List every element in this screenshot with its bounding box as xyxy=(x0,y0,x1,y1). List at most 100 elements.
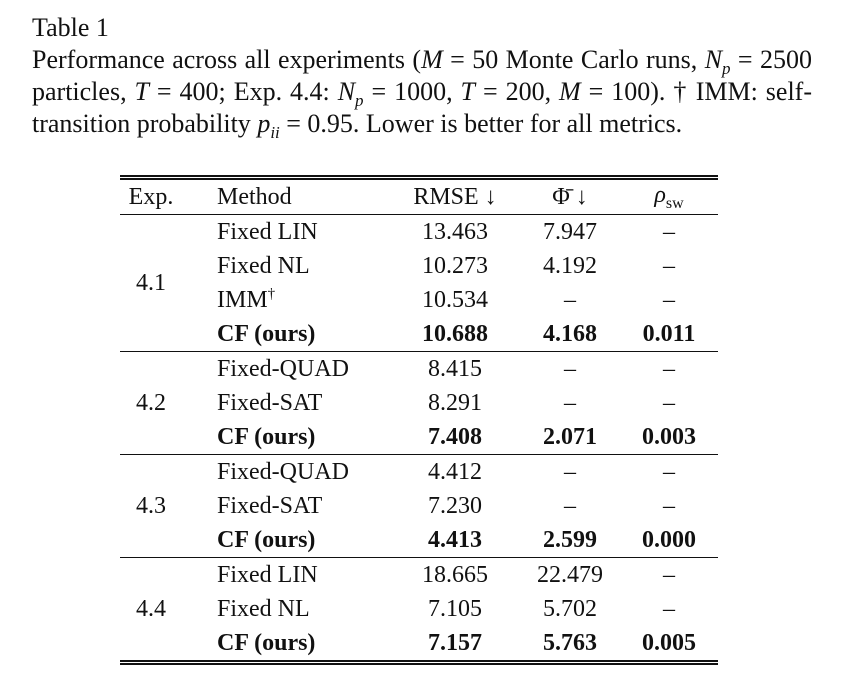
experiment-cell: 4.1 xyxy=(136,269,166,296)
table-row: 4.4 Fixed LIN 18.665 22.479 – xyxy=(120,558,718,622)
method-cell: Fixed NL xyxy=(217,595,310,622)
table-row: CF (ours) 7.157 5.763 0.005 xyxy=(120,626,718,663)
value-cell: 0.000 xyxy=(642,526,696,553)
value-cell: 4.192 xyxy=(543,252,597,279)
value-cell: 4.412 xyxy=(428,458,482,485)
value-cell: 7.105 xyxy=(428,595,482,622)
table-title: Table 1 xyxy=(32,13,109,42)
caption-math: T xyxy=(460,77,476,106)
caption-math: T xyxy=(134,77,149,106)
experiment-cell: 4.4 xyxy=(136,595,166,622)
experiment-cell: 4.2 xyxy=(136,389,166,416)
value-cell: – xyxy=(663,595,675,622)
caption-text: = 200, xyxy=(475,77,560,106)
table-row: 4.1 Fixed LIN 13.463 7.947 – xyxy=(120,215,718,296)
value-cell: 8.291 xyxy=(428,389,482,416)
value-cell: – xyxy=(663,355,675,382)
table-row: CF (ours) 4.413 2.599 0.000 xyxy=(120,523,718,558)
experiment-group: 4.3 Fixed-QUAD 4.412 – – Fixed-SAT 7.230 – – CF (… xyxy=(120,454,718,558)
experiment-group: 4.2 Fixed-QUAD 8.415 – – Fixed-SAT 8.291 – – CF (… xyxy=(120,351,718,455)
value-cell: 2.071 xyxy=(543,423,597,450)
caption-math: p xyxy=(257,109,271,138)
caption-text: = 100). † IMM: self-transition probabili… xyxy=(32,77,812,138)
caption-math: ii xyxy=(270,123,280,143)
value-cell: 7.230 xyxy=(428,492,482,519)
method-cell: CF (ours) xyxy=(217,629,316,656)
caption-math: M xyxy=(421,45,443,74)
results-table: Exp. Method RMSE ↓ Φ̄ ↓ ρsw 4.1 Fixed LIN 13.46… xyxy=(120,175,718,665)
method-cell: Fixed NL xyxy=(217,252,310,279)
caption-text: Performance across all experiments ( xyxy=(32,45,422,74)
method-cell: Fixed-QUAD xyxy=(217,458,349,485)
method-cell: Fixed-SAT xyxy=(217,389,323,416)
caption-text: = 0.95. Lower is better for all metrics. xyxy=(279,109,683,138)
caption-math: p xyxy=(722,59,731,79)
method-cell: Fixed-QUAD xyxy=(217,355,349,382)
caption-math: N xyxy=(337,77,356,106)
value-cell: 0.005 xyxy=(642,629,696,656)
value-cell: 18.665 xyxy=(422,561,488,588)
table-row: Fixed-SAT 8.291 – – xyxy=(120,386,718,420)
value-cell: 4.413 xyxy=(428,526,482,553)
table-caption: Performance across all experiments (M = … xyxy=(32,44,812,143)
value-cell: – xyxy=(564,458,576,485)
column-header: ρsw xyxy=(620,177,718,215)
value-cell: 2.599 xyxy=(543,526,597,553)
value-cell: 5.702 xyxy=(543,595,597,622)
header-subscript: sw xyxy=(665,194,684,212)
header-row: Exp. Method RMSE ↓ Φ̄ ↓ ρsw xyxy=(120,177,718,215)
value-cell: 7.157 xyxy=(428,629,482,656)
table-row: Fixed NL 10.273 4.192 – xyxy=(120,249,718,283)
method-cell: CF (ours) xyxy=(217,423,316,450)
experiment-group: 4.4 Fixed LIN 18.665 22.479 – Fixed NL 7.105 5.… xyxy=(120,557,718,663)
table-row: 4.3 Fixed-QUAD 4.412 – – xyxy=(120,455,718,519)
table-row: CF (ours) 7.408 2.071 0.003 xyxy=(120,420,718,455)
caption-text: = 400; Exp. 4.4: xyxy=(148,77,338,106)
experiment-group: 4.1 Fixed LIN 13.463 7.947– Fixed NL 10.273 4.… xyxy=(120,215,718,352)
table-row: Fixed NL 7.105 5.702 – xyxy=(120,592,718,626)
caption-text: = 50 Monte Carlo runs, xyxy=(442,45,705,74)
value-cell: 10.688 xyxy=(422,320,488,347)
value-cell: – xyxy=(564,389,576,416)
method-cell: Fixed LIN xyxy=(217,561,318,588)
value-cell: 5.763 xyxy=(543,629,597,656)
table-head: Exp. Method RMSE ↓ Φ̄ ↓ ρsw xyxy=(120,177,718,215)
value-cell: – xyxy=(663,218,675,245)
value-cell: – xyxy=(663,458,675,485)
caption-text: = 2500 particles, xyxy=(32,45,812,106)
value-cell: 7.408 xyxy=(428,423,482,450)
caption-math: M xyxy=(559,77,581,106)
header-symbol: ρ xyxy=(654,181,666,208)
table-row: CF (ours) 10.688 4.168 0.011 xyxy=(120,317,718,352)
method-cell: Fixed LIN xyxy=(217,218,318,245)
caption-math: p xyxy=(355,91,364,111)
column-header: Exp. xyxy=(120,177,182,215)
value-cell: 22.479 xyxy=(537,561,603,588)
value-cell: – xyxy=(663,286,675,313)
value-cell: 0.011 xyxy=(642,320,696,347)
value-cell: 10.534 xyxy=(422,286,488,313)
table-row: IMM† 10.534 – – xyxy=(120,283,718,317)
experiment-cell: 4.3 xyxy=(136,492,166,519)
caption-math: N xyxy=(704,45,723,74)
value-cell: 10.273 xyxy=(422,252,488,279)
table-row: 4.2 Fixed-QUAD 8.415 – – xyxy=(120,352,718,416)
value-cell: – xyxy=(564,286,576,313)
method-cell: IMM† xyxy=(217,286,276,313)
value-cell: – xyxy=(663,561,675,588)
value-cell: – xyxy=(663,389,675,416)
method-cell: CF (ours) xyxy=(217,526,316,553)
value-cell: 13.463 xyxy=(422,218,488,245)
footnote-mark: † xyxy=(267,286,276,302)
value-cell: 0.003 xyxy=(642,423,696,450)
value-cell: – xyxy=(663,492,675,519)
method-cell: CF (ours) xyxy=(217,320,316,347)
table-row: Fixed-SAT 7.230 – – xyxy=(120,489,718,523)
value-cell: 8.415 xyxy=(428,355,482,382)
value-cell: – xyxy=(564,492,576,519)
method-cell: Fixed-SAT xyxy=(217,492,323,519)
column-header: Method xyxy=(182,177,390,215)
value-cell: – xyxy=(663,252,675,279)
column-header: RMSE ↓ xyxy=(390,177,520,215)
